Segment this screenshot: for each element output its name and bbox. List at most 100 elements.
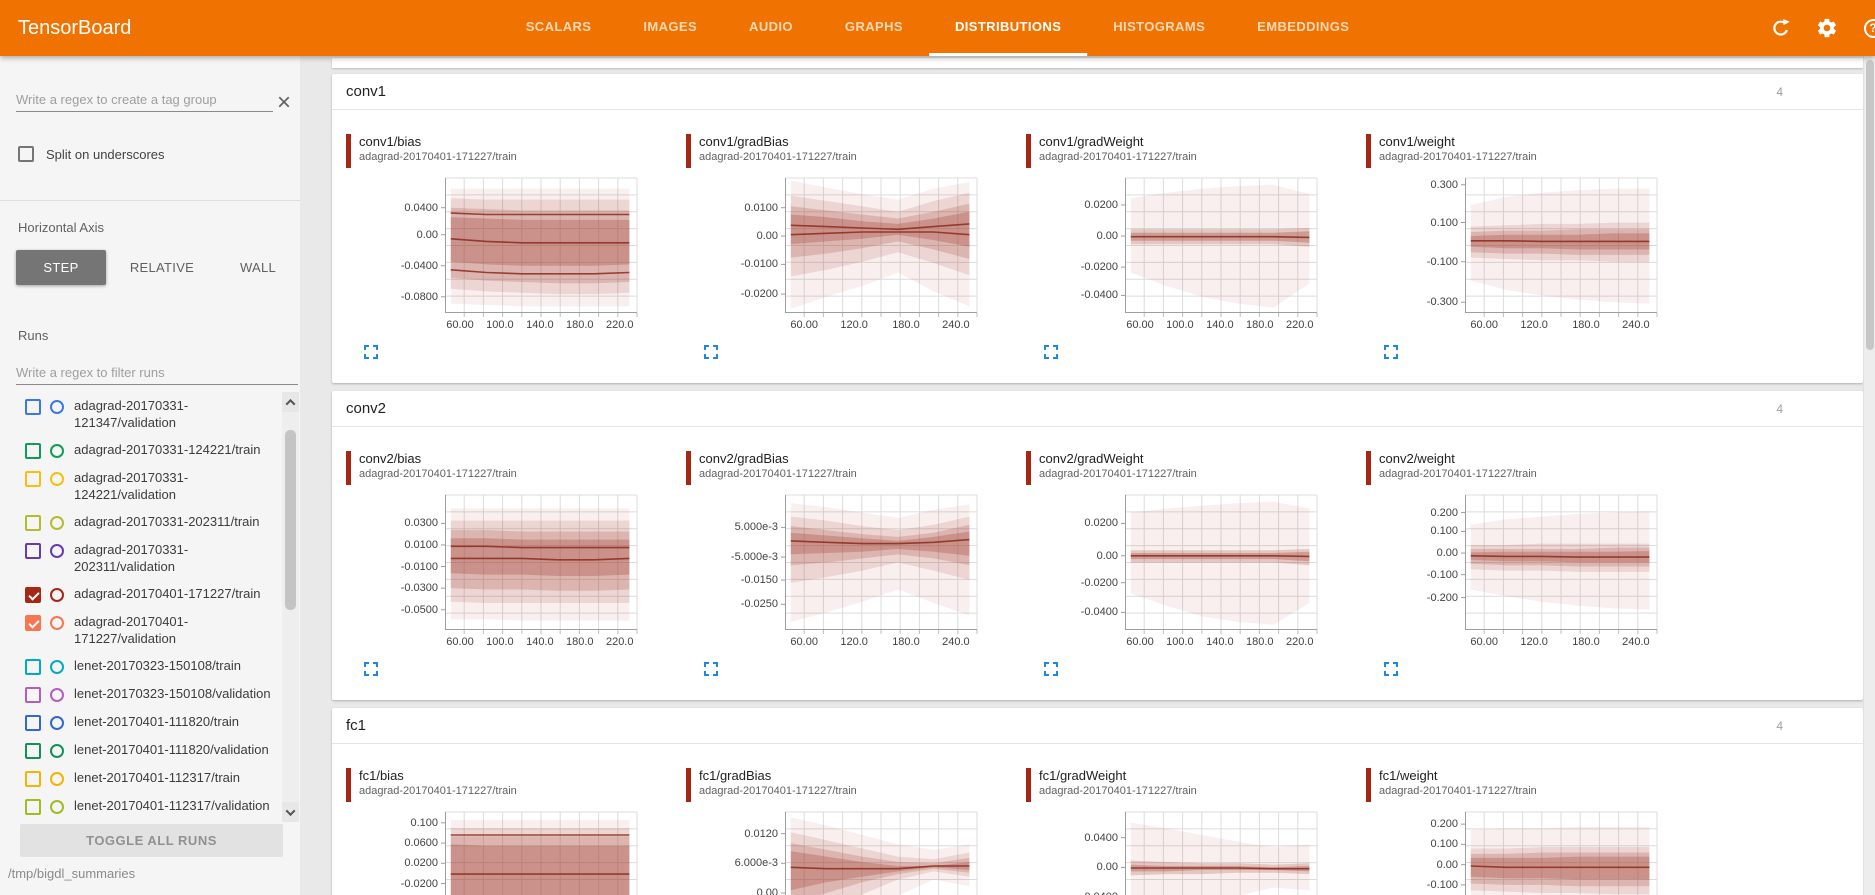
run-checkbox-icon[interactable]: [25, 471, 41, 487]
run-radio-icon[interactable]: [50, 516, 64, 530]
section-header-conv2[interactable]: conv2 4: [332, 391, 1863, 427]
run-radio-icon[interactable]: [50, 744, 64, 758]
expand-chart-icon[interactable]: [364, 345, 378, 359]
run-row[interactable]: lenet-20170323-150108/train: [0, 652, 282, 680]
tag-regex-input[interactable]: [16, 88, 273, 112]
axis-button-relative[interactable]: RELATIVE: [106, 250, 218, 285]
x-tick-label: 140.0: [526, 636, 554, 648]
run-row[interactable]: lenet-20170323-150108/validation: [0, 680, 282, 708]
tab-distributions[interactable]: DISTRIBUTIONS: [928, 0, 1088, 56]
run-row[interactable]: adagrad-20170401-171227/train: [0, 580, 282, 608]
runs-scrollbar[interactable]: [282, 392, 299, 822]
tab-audio[interactable]: AUDIO: [749, 19, 793, 34]
expand-chart-icon[interactable]: [704, 662, 718, 676]
y-tick-label: 0.0200: [1084, 517, 1118, 530]
run-checkbox-icon[interactable]: [25, 443, 41, 459]
section-card-conv2: conv2 4 conv2/bias adagrad-20170401-171227/…: [332, 391, 1863, 700]
run-radio-icon[interactable]: [50, 400, 64, 414]
help-icon[interactable]: ?: [1861, 16, 1875, 40]
run-radio-icon[interactable]: [50, 716, 64, 730]
run-checkbox-icon[interactable]: [25, 399, 41, 415]
page-scrollbar[interactable]: [1863, 56, 1875, 895]
chart-run-label: adagrad-20170401-171227/train: [699, 151, 857, 163]
expand-chart-icon[interactable]: [364, 662, 378, 676]
plot-area: 0.0200 0.00 -0.0200 -0.0400: [1026, 177, 1366, 317]
axis-button-wall[interactable]: WALL: [218, 250, 298, 285]
run-row[interactable]: adagrad-20170331-202311/train: [0, 508, 282, 536]
expand-chart-icon[interactable]: [704, 345, 718, 359]
page-scrollbar-thumb[interactable]: [1866, 60, 1874, 350]
run-radio-icon[interactable]: [50, 472, 64, 486]
x-tick-label: 180.0: [892, 636, 920, 648]
tab-scalars[interactable]: SCALARS: [525, 19, 592, 34]
run-radio-icon[interactable]: [50, 800, 64, 814]
run-checkbox-icon[interactable]: [25, 799, 41, 815]
x-tick-label: 120.0: [1520, 319, 1548, 331]
close-icon[interactable]: ×: [276, 89, 291, 116]
y-tick-label: -0.0400: [1080, 289, 1118, 302]
run-row[interactable]: adagrad-20170331-124221/train: [0, 436, 282, 464]
run-radio-icon[interactable]: [50, 444, 64, 458]
tab-graphs[interactable]: GRAPHS: [844, 19, 903, 34]
distribution-plot: [781, 494, 978, 634]
run-row[interactable]: adagrad-20170331-121347/validation: [0, 392, 282, 436]
run-row[interactable]: adagrad-20170331-124221/validation: [0, 464, 282, 508]
run-checkbox-icon[interactable]: [25, 615, 41, 631]
run-row[interactable]: lenet-20170401-111820/validation: [0, 736, 282, 764]
run-checkbox-icon[interactable]: [25, 543, 41, 559]
y-axis-labels: 0.100 0.0600 0.0200 -0.0200: [346, 812, 445, 895]
y-axis-labels: 0.200 0.100 0.00 -0.100 -0.200: [1366, 495, 1465, 630]
distribution-plot: [441, 494, 638, 634]
run-radio-icon[interactable]: [50, 772, 64, 786]
section-header-fc1[interactable]: fc1 4: [332, 708, 1863, 744]
settings-gear-icon[interactable]: [1815, 16, 1839, 40]
toggle-all-runs-button[interactable]: TOGGLE ALL RUNS: [20, 824, 283, 857]
section-header-conv1[interactable]: conv1 4: [332, 74, 1863, 110]
run-row[interactable]: adagrad-20170401-171227/validation: [0, 608, 282, 652]
expand-chart-icon[interactable]: [1044, 345, 1058, 359]
scroll-up-icon[interactable]: [282, 392, 299, 412]
runs-label: Runs: [18, 328, 49, 343]
run-radio-icon[interactable]: [50, 544, 64, 558]
refresh-icon[interactable]: [1769, 16, 1793, 40]
run-radio-icon[interactable]: [50, 616, 64, 630]
run-checkbox-icon[interactable]: [25, 515, 41, 531]
x-tick-label: 60.00: [1470, 636, 1498, 648]
scrollbar-thumb[interactable]: [285, 430, 296, 610]
run-checkbox-icon[interactable]: [25, 715, 41, 731]
tab-histograms[interactable]: HISTOGRAMS: [1113, 19, 1206, 34]
runs-filter-input[interactable]: [16, 361, 298, 385]
tab-embeddings[interactable]: EMBEDDINGS: [1257, 19, 1350, 34]
split-underscores-row[interactable]: Split on underscores: [18, 146, 165, 162]
expand-chart-icon[interactable]: [1384, 345, 1398, 359]
scroll-down-icon[interactable]: [282, 802, 299, 822]
chart-card: conv2/gradBias adagrad-20170401-171227/tr…: [686, 451, 1026, 676]
horizontal-axis-label: Horizontal Axis: [18, 220, 104, 235]
run-checkbox-icon[interactable]: [25, 743, 41, 759]
expand-chart-icon[interactable]: [1384, 662, 1398, 676]
section-count: 4: [1776, 718, 1783, 733]
y-tick-label: 0.0100: [744, 201, 778, 214]
expand-chart-icon[interactable]: [1044, 662, 1058, 676]
distribution-plot: [1121, 177, 1318, 317]
run-radio-icon[interactable]: [50, 688, 64, 702]
run-row[interactable]: lenet-20170401-112317/validation: [0, 792, 282, 820]
run-row[interactable]: adagrad-20170331-202311/validation: [0, 536, 282, 580]
run-row[interactable]: lenet-20170401-111820/train: [0, 708, 282, 736]
log-directory-path: /tmp/bigdl_summaries: [8, 866, 136, 881]
run-radio-icon[interactable]: [50, 588, 64, 602]
split-underscores-checkbox-icon[interactable]: [18, 146, 34, 162]
run-checkbox-icon[interactable]: [25, 659, 41, 675]
chart-head: conv2/bias adagrad-20170401-171227/train: [346, 451, 686, 485]
run-row[interactable]: lenet-20170401-112317/train: [0, 764, 282, 792]
chart-title: conv1/gradWeight: [1039, 134, 1144, 149]
y-tick-label: 5.000e-3: [734, 521, 778, 534]
y-tick-label: -0.0200: [740, 288, 778, 301]
axis-button-step[interactable]: STEP: [16, 250, 106, 285]
run-radio-icon[interactable]: [50, 660, 64, 674]
y-tick-label: -0.0200: [1080, 261, 1118, 274]
run-checkbox-icon[interactable]: [25, 587, 41, 603]
run-checkbox-icon[interactable]: [25, 771, 41, 787]
tab-images[interactable]: IMAGES: [643, 19, 698, 34]
run-checkbox-icon[interactable]: [25, 687, 41, 703]
